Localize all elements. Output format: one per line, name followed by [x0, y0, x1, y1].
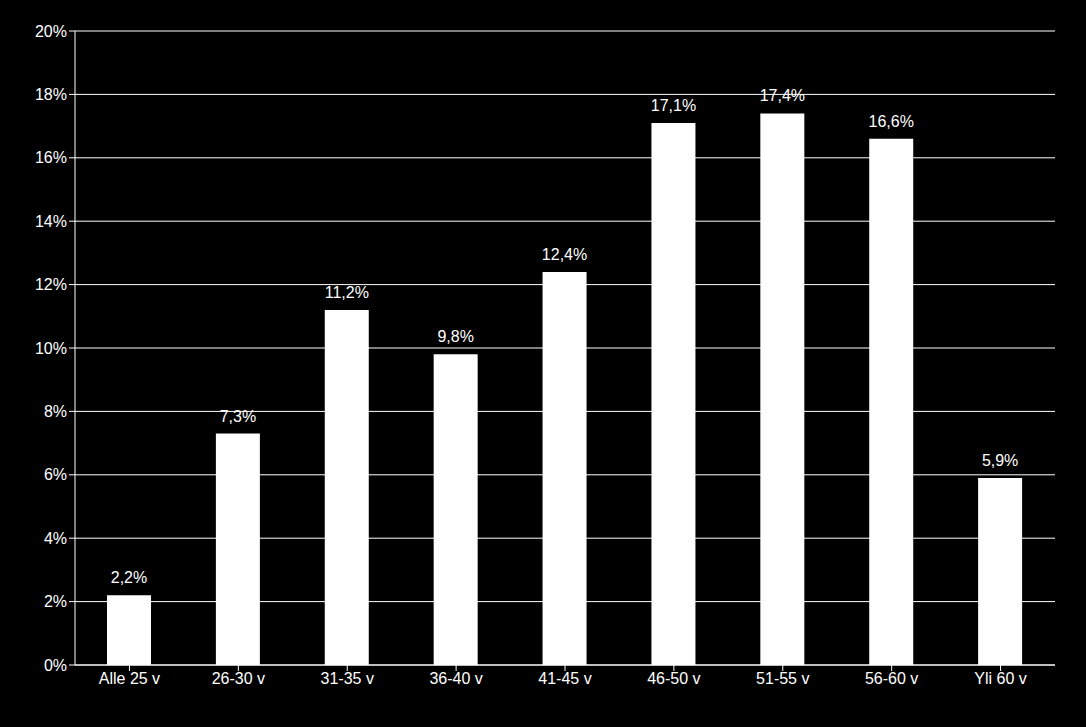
svg-text:17,1%: 17,1% — [651, 97, 696, 114]
svg-text:2,2%: 2,2% — [111, 569, 147, 586]
svg-text:18%: 18% — [35, 86, 67, 103]
svg-text:26-30 v: 26-30 v — [212, 670, 265, 687]
svg-text:6%: 6% — [44, 466, 67, 483]
svg-text:56-60 v: 56-60 v — [865, 670, 918, 687]
svg-text:14%: 14% — [35, 213, 67, 230]
svg-text:16%: 16% — [35, 149, 67, 166]
svg-text:Yli 60 v: Yli 60 v — [974, 670, 1026, 687]
svg-text:16,6%: 16,6% — [869, 113, 914, 130]
svg-text:41-45 v: 41-45 v — [538, 670, 591, 687]
svg-text:51-55 v: 51-55 v — [756, 670, 809, 687]
svg-text:31-35 v: 31-35 v — [321, 670, 374, 687]
svg-text:17,4%: 17,4% — [760, 87, 805, 104]
svg-text:36-40 v: 36-40 v — [429, 670, 482, 687]
svg-text:46-50 v: 46-50 v — [647, 670, 700, 687]
svg-text:20%: 20% — [35, 23, 67, 40]
svg-text:10%: 10% — [35, 340, 67, 357]
svg-text:12%: 12% — [35, 276, 67, 293]
svg-text:4%: 4% — [44, 530, 67, 547]
svg-text:12,4%: 12,4% — [542, 246, 587, 263]
svg-text:11,2%: 11,2% — [325, 284, 369, 301]
svg-text:0%: 0% — [44, 657, 67, 674]
svg-text:9,8%: 9,8% — [437, 328, 473, 345]
svg-text:Alle 25 v: Alle 25 v — [99, 670, 160, 687]
svg-text:7,3%: 7,3% — [220, 408, 256, 425]
svg-text:5,9%: 5,9% — [982, 452, 1018, 469]
svg-text:2%: 2% — [44, 593, 67, 610]
svg-text:8%: 8% — [44, 403, 67, 420]
